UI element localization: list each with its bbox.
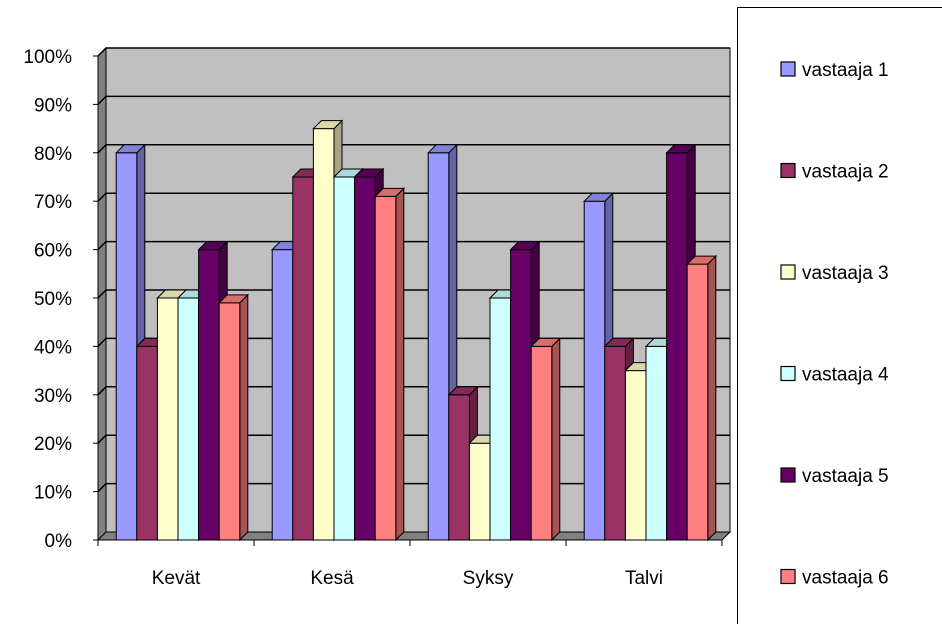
bar-front — [468, 442, 491, 541]
bar-front — [374, 195, 397, 541]
bar-top — [114, 144, 147, 154]
y-tick-label: 0% — [45, 531, 73, 552]
bar-front — [489, 297, 512, 541]
bar-top — [447, 386, 479, 396]
category-label: Kevät — [152, 568, 201, 589]
y-tick-label: 60% — [34, 241, 72, 262]
legend-swatch — [780, 162, 796, 179]
y-tick-label: 40% — [34, 337, 72, 358]
bar-top — [312, 120, 344, 130]
legend-item: vastaaja 1 — [780, 60, 889, 81]
legend-item: vastaaja 5 — [780, 466, 889, 487]
y-tick-label: 80% — [34, 144, 72, 165]
legend-label: vastaaja 2 — [802, 162, 889, 183]
bar-top — [685, 255, 718, 265]
legend-swatch — [780, 365, 796, 382]
legend-label: vastaaja 5 — [802, 466, 889, 487]
y-tick-label: 20% — [34, 434, 72, 455]
category-label: Talvi — [625, 568, 663, 589]
legend-swatch — [780, 61, 796, 77]
bar-front — [604, 345, 626, 541]
y-tick-label: 10% — [34, 483, 72, 504]
bar-side — [551, 337, 561, 542]
bar-top — [603, 337, 635, 347]
bar-front — [312, 128, 335, 541]
legend-item: vastaaja 6 — [780, 568, 889, 589]
bar-top — [582, 192, 615, 202]
legend-swatch — [780, 467, 796, 483]
legend-item: vastaaja 2 — [780, 162, 889, 183]
bar-front — [427, 152, 450, 541]
bar-front — [156, 297, 179, 541]
y-tick-label: 30% — [34, 386, 72, 407]
bar-top — [426, 144, 459, 154]
bar-top — [373, 187, 406, 197]
bar — [217, 293, 250, 542]
legend-label: vastaaja 4 — [802, 365, 889, 386]
category-label: Kesä — [310, 568, 354, 589]
bar-side — [395, 187, 405, 542]
bar-front — [624, 370, 647, 541]
bar-front — [136, 345, 158, 541]
bar-front — [686, 263, 709, 541]
category-label: Syksy — [463, 568, 514, 589]
bar-front — [218, 302, 241, 541]
bar-side — [707, 254, 717, 542]
bar-front — [510, 249, 532, 541]
legend-swatch — [780, 264, 796, 280]
bar-front — [583, 200, 606, 541]
bar-front — [333, 176, 356, 541]
gridline — [97, 47, 730, 57]
bar-top — [353, 168, 385, 178]
y-tick-label: 70% — [34, 192, 72, 213]
bar — [373, 187, 406, 542]
gridline — [97, 192, 730, 202]
bar-top — [529, 337, 562, 347]
bar-front — [198, 249, 220, 541]
axes: 0% 10% 20% 30% 40% 50% 60% 70% 80% 90% 100% Kevät Ke… — [23, 47, 723, 589]
legend-box — [737, 7, 942, 624]
bar-front — [292, 176, 314, 541]
gridline — [97, 95, 730, 105]
bar-top — [665, 144, 697, 154]
bar-front — [448, 394, 470, 541]
bar-top — [509, 241, 541, 251]
bar-side — [239, 293, 249, 542]
legend-label: vastaaja 3 — [802, 263, 889, 284]
y-tick-label: 90% — [34, 95, 72, 116]
bar — [529, 337, 562, 542]
y-tick-label: 100% — [23, 47, 72, 68]
bar-front — [645, 345, 668, 541]
bar-top — [197, 241, 229, 251]
legend-label: vastaaja 6 — [802, 568, 889, 589]
bars — [114, 119, 718, 542]
legend-item: vastaaja 4 — [780, 365, 889, 386]
bar-front — [530, 345, 553, 541]
legend-swatch — [780, 568, 796, 585]
bar-top — [217, 294, 250, 304]
legend: vastaaja 1 vastaaja 2 vastaaja 3 vastaaja 4… — [737, 7, 942, 624]
gridline — [97, 144, 730, 154]
bar-front — [177, 297, 200, 541]
legend-label: vastaaja 1 — [802, 60, 889, 81]
bar-front — [115, 152, 138, 541]
bar-front — [271, 249, 294, 541]
y-tick-label: 50% — [34, 289, 72, 310]
bar-front — [354, 176, 376, 541]
bar — [685, 254, 718, 542]
legend-item: vastaaja 3 — [780, 263, 889, 284]
bar-front — [666, 152, 688, 541]
